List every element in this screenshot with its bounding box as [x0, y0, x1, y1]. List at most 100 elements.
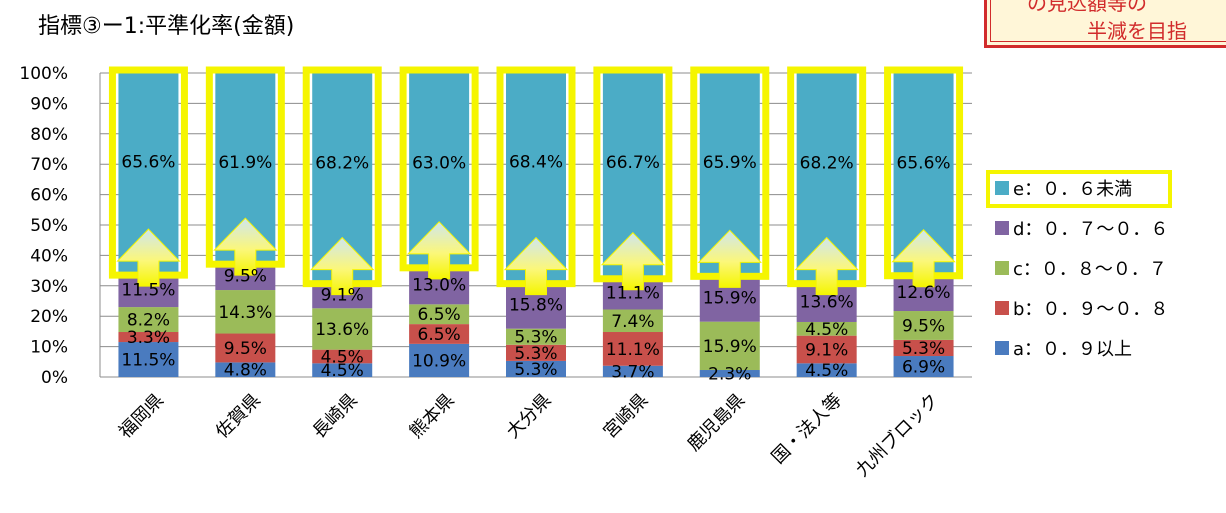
data-label: 4.5%	[321, 347, 364, 367]
up-arrow-icon	[697, 229, 762, 288]
legend-label-b: b：０．９～０．８	[1013, 299, 1168, 320]
y-tick-label: 70%	[30, 155, 68, 175]
y-tick-label: 90%	[30, 94, 68, 114]
data-label: 6.9%	[902, 358, 945, 378]
legend-swatch-b	[995, 301, 1009, 315]
data-labels: 11.5%3.3%8.2%11.5%65.6%4.8%9.5%14.3%9.5%…	[121, 153, 950, 385]
bar-segment-c	[796, 321, 857, 336]
y-tick-label: 20%	[30, 307, 68, 327]
y-tick-label: 0%	[41, 368, 68, 388]
bar-segment-c	[699, 321, 760, 371]
up-arrow-icon	[116, 228, 181, 287]
bar-segment-a	[118, 342, 179, 377]
legend-swatch-a	[995, 341, 1009, 355]
legend-label-d: d：０．７～０．６	[1013, 219, 1168, 240]
data-label: 11.1%	[606, 340, 660, 360]
bar-segment-a	[312, 363, 373, 377]
y-tick-label: 30%	[30, 277, 68, 297]
x-tick-label: 国・法人等	[768, 390, 846, 468]
y-tick-label: 100%	[19, 64, 68, 84]
x-axis-ticks: 福岡県 佐賀県 長崎県 熊本県 大分県 宮崎県 鹿児島県 国・法人等 九州ブロック	[115, 389, 943, 481]
data-label: 65.6%	[121, 153, 175, 173]
data-label: 6.5%	[418, 325, 461, 345]
data-label: 65.6%	[897, 153, 951, 173]
data-label: 6.5%	[418, 305, 461, 325]
data-label: 9.5%	[224, 267, 267, 287]
data-label: 10.9%	[412, 351, 466, 371]
y-axis-ticks: 0% 10% 20% 30% 40% 50% 60% 70% 80% 90% 100%	[19, 64, 68, 388]
legend: e：０．６未満 d：０．７～０．６ c：０．８～０．７ b：０．９～０．８ a：０．９以…	[995, 179, 1168, 360]
bar-segment-a	[506, 360, 566, 377]
legend-highlight-box	[986, 170, 1172, 208]
data-label: 13.0%	[412, 276, 466, 296]
data-label: 3.3%	[127, 328, 170, 348]
bar-segment-c	[215, 290, 276, 334]
data-label: 7.4%	[611, 312, 654, 332]
bar-segment-c	[506, 328, 566, 345]
up-arrow-icon	[891, 229, 956, 288]
up-arrow-icon	[794, 236, 859, 296]
y-tick-label: 60%	[30, 186, 68, 206]
data-label: 66.7%	[606, 153, 660, 173]
bar-segment-b	[118, 332, 179, 343]
bar-segment-a	[796, 363, 857, 377]
data-label: 15.9%	[703, 289, 757, 309]
x-tick-label: 福岡県	[115, 390, 168, 443]
legend-swatch-c	[995, 261, 1009, 275]
y-tick-label: 80%	[30, 125, 68, 145]
data-label: 15.9%	[703, 337, 757, 357]
bar-segment-c	[118, 307, 179, 333]
data-label: 5.3%	[514, 360, 557, 380]
bar-segment-c	[602, 309, 663, 333]
x-tick-label: 長崎県	[309, 390, 362, 443]
data-label: 9.5%	[224, 339, 267, 359]
x-tick-label: 佐賀県	[212, 390, 265, 443]
data-label: 68.2%	[315, 153, 369, 173]
bar-segment-a	[409, 343, 470, 377]
bar-segment-b	[312, 349, 373, 364]
legend-swatch-e	[995, 181, 1009, 195]
up-arrow-icon	[310, 236, 375, 296]
data-label: 9.5%	[902, 316, 945, 336]
data-label: 61.9%	[218, 153, 272, 173]
data-label: 9.1%	[321, 285, 364, 305]
data-label: 14.3%	[218, 303, 272, 323]
data-label: 3.7%	[611, 362, 654, 382]
bar-segment-b	[796, 335, 857, 364]
data-label: 11.5%	[121, 351, 175, 371]
data-label: 2.3%	[708, 365, 751, 385]
data-label: 4.5%	[805, 320, 848, 340]
bar-segment-a	[699, 370, 760, 377]
legend-label-a: a：０．９以上	[1013, 339, 1132, 360]
bar-segment-a	[215, 362, 276, 377]
data-label: 4.8%	[224, 361, 267, 381]
bar-segment-c	[312, 308, 373, 350]
data-label: 9.1%	[805, 340, 848, 360]
data-label: 4.5%	[321, 361, 364, 381]
callout-box: の見込額等の 半減を目指	[984, 0, 1226, 48]
y-tick-label: 50%	[30, 216, 68, 236]
data-label: 65.9%	[703, 153, 757, 173]
bar-segment-b	[215, 333, 276, 363]
legend-label-c: c：０．８～０．７	[1013, 259, 1167, 280]
legend-label-e: e：０．６未満	[1013, 179, 1132, 200]
callout-inner-border	[990, 0, 1226, 42]
bar-segment-b	[893, 339, 954, 357]
bar-segment-a	[602, 365, 663, 377]
data-label: 8.2%	[127, 311, 170, 331]
bar-segment-b	[602, 332, 663, 366]
bar-segment-a	[893, 356, 954, 377]
data-label: 11.5%	[121, 281, 175, 301]
legend-swatch-d	[995, 221, 1009, 235]
bar-segment-b	[409, 324, 470, 344]
data-label: 68.4%	[509, 153, 563, 173]
y-tick-label: 40%	[30, 246, 68, 266]
data-label: 13.6%	[315, 320, 369, 340]
bar-segment-b	[506, 344, 566, 361]
data-label: 11.1%	[606, 284, 660, 304]
up-arrow-icon	[600, 232, 666, 291]
callout-text-line1: の見込額等の	[1027, 0, 1147, 15]
x-tick-label: 鹿児島県	[684, 390, 750, 456]
bar-segment-c	[893, 311, 954, 340]
